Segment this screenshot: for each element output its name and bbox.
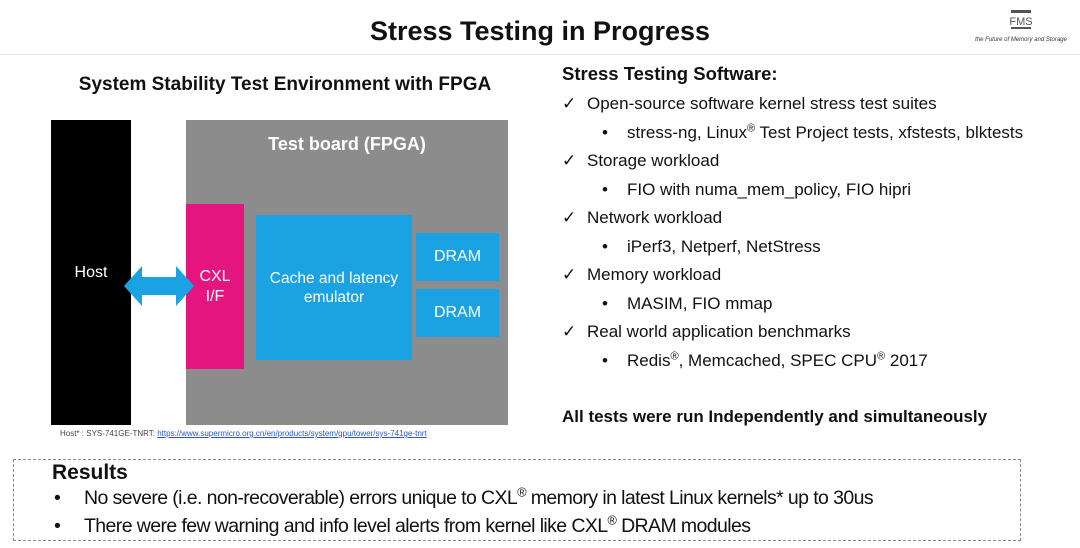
host-footnote: Host* : SYS-741GE-TNRT: https://www.supe…	[60, 429, 427, 438]
emulator-label-line2: emulator	[303, 288, 365, 306]
item-label: Redis®, Memcached, SPEC CPU® 2017	[627, 349, 928, 370]
list-subitem: • iPerf3, Netperf, NetStress	[562, 236, 1023, 265]
cxl-interface-block: CXL I/F	[186, 204, 244, 369]
bullet-icon: •	[54, 515, 61, 537]
list-subitem: • stress-ng, Linux® Test Project tests, x…	[562, 122, 1023, 151]
dram-label-1: DRAM	[433, 248, 482, 265]
header-divider	[0, 54, 1080, 55]
check-icon: ✓	[562, 265, 577, 284]
bidirectional-arrow-icon	[124, 266, 194, 306]
logo-tagline: the Future of Memory and Storage	[975, 37, 1067, 43]
list-subitem: • FIO with numa_mem_policy, FIO hipri	[562, 179, 1023, 208]
results-box	[13, 459, 1021, 541]
slide-title: Stress Testing in Progress	[369, 16, 711, 46]
item-label: Real world application benchmarks	[587, 322, 851, 341]
results-item-1: • No severe (i.e. non-recoverable) errors…	[54, 485, 874, 509]
item-label: FIO with numa_mem_policy, FIO hipri	[627, 179, 912, 199]
board-label: Test board (FPGA)	[268, 134, 426, 154]
fms-logo: FMS the Future of Memory and Storage	[966, 8, 1076, 48]
list-item: ✓ Open-source software kernel stress test…	[562, 93, 1023, 122]
bullet-icon: •	[602, 122, 608, 142]
footnote-link[interactable]: https://www.supermicro.org.cn/en/product…	[157, 429, 427, 438]
item-label: Open-source software kernel stress test …	[587, 94, 937, 113]
results-title: Results	[52, 461, 128, 484]
dram-label-2: DRAM	[433, 304, 482, 321]
host-label: Host	[74, 263, 108, 281]
fms-logo-mark-icon: FMS	[1009, 10, 1033, 29]
dram-block-2: DRAM	[416, 289, 499, 337]
list-item: ✓ Network workload	[562, 207, 1023, 236]
bullet-icon: •	[54, 487, 61, 509]
item-label: Network workload	[587, 208, 723, 227]
emulator-label-line1: Cache and latency	[269, 269, 399, 287]
results-item-2: • There were few warning and info level a…	[54, 513, 751, 537]
check-icon: ✓	[562, 151, 577, 170]
item-label: iPerf3, Netperf, NetStress	[627, 236, 821, 256]
check-icon: ✓	[562, 322, 577, 341]
cache-latency-emulator-block: Cache and latency emulator	[256, 215, 412, 360]
list-subitem: • MASIM, FIO mmap	[562, 293, 1023, 322]
item-label: Memory workload	[587, 265, 722, 284]
logo-text: FMS	[1009, 16, 1032, 28]
software-title: Stress Testing Software:	[562, 63, 778, 84]
bullet-icon: •	[602, 350, 608, 370]
check-icon: ✓	[562, 94, 577, 113]
dram-block-1: DRAM	[416, 233, 499, 281]
list-subitem: • Redis®, Memcached, SPEC CPU® 2017	[562, 350, 1023, 379]
footnote-prefix: Host* : SYS-741GE-TNRT:	[60, 429, 158, 438]
diagram-title: System Stability Test Environment with F…	[78, 74, 492, 95]
bullet-icon: •	[602, 179, 608, 199]
bullet-icon: •	[602, 293, 608, 313]
list-item: ✓ Storage workload	[562, 150, 1023, 179]
bullet-icon: •	[602, 236, 608, 256]
check-icon: ✓	[562, 208, 577, 227]
item-label: Storage workload	[587, 151, 720, 170]
item-label: stress-ng, Linux® Test Project tests, xf…	[627, 121, 1024, 142]
cxl-label-line2: I/F	[205, 287, 225, 305]
cxl-label-line1: CXL	[199, 267, 231, 285]
host-block: Host	[51, 120, 131, 425]
summary-statement: All tests were run Independently and sim…	[562, 407, 988, 426]
item-label: MASIM, FIO mmap	[627, 293, 773, 313]
list-item: ✓ Memory workload	[562, 264, 1023, 293]
software-list: ✓ Open-source software kernel stress test…	[562, 93, 1023, 378]
list-item: ✓ Real world application benchmarks	[562, 321, 1023, 350]
